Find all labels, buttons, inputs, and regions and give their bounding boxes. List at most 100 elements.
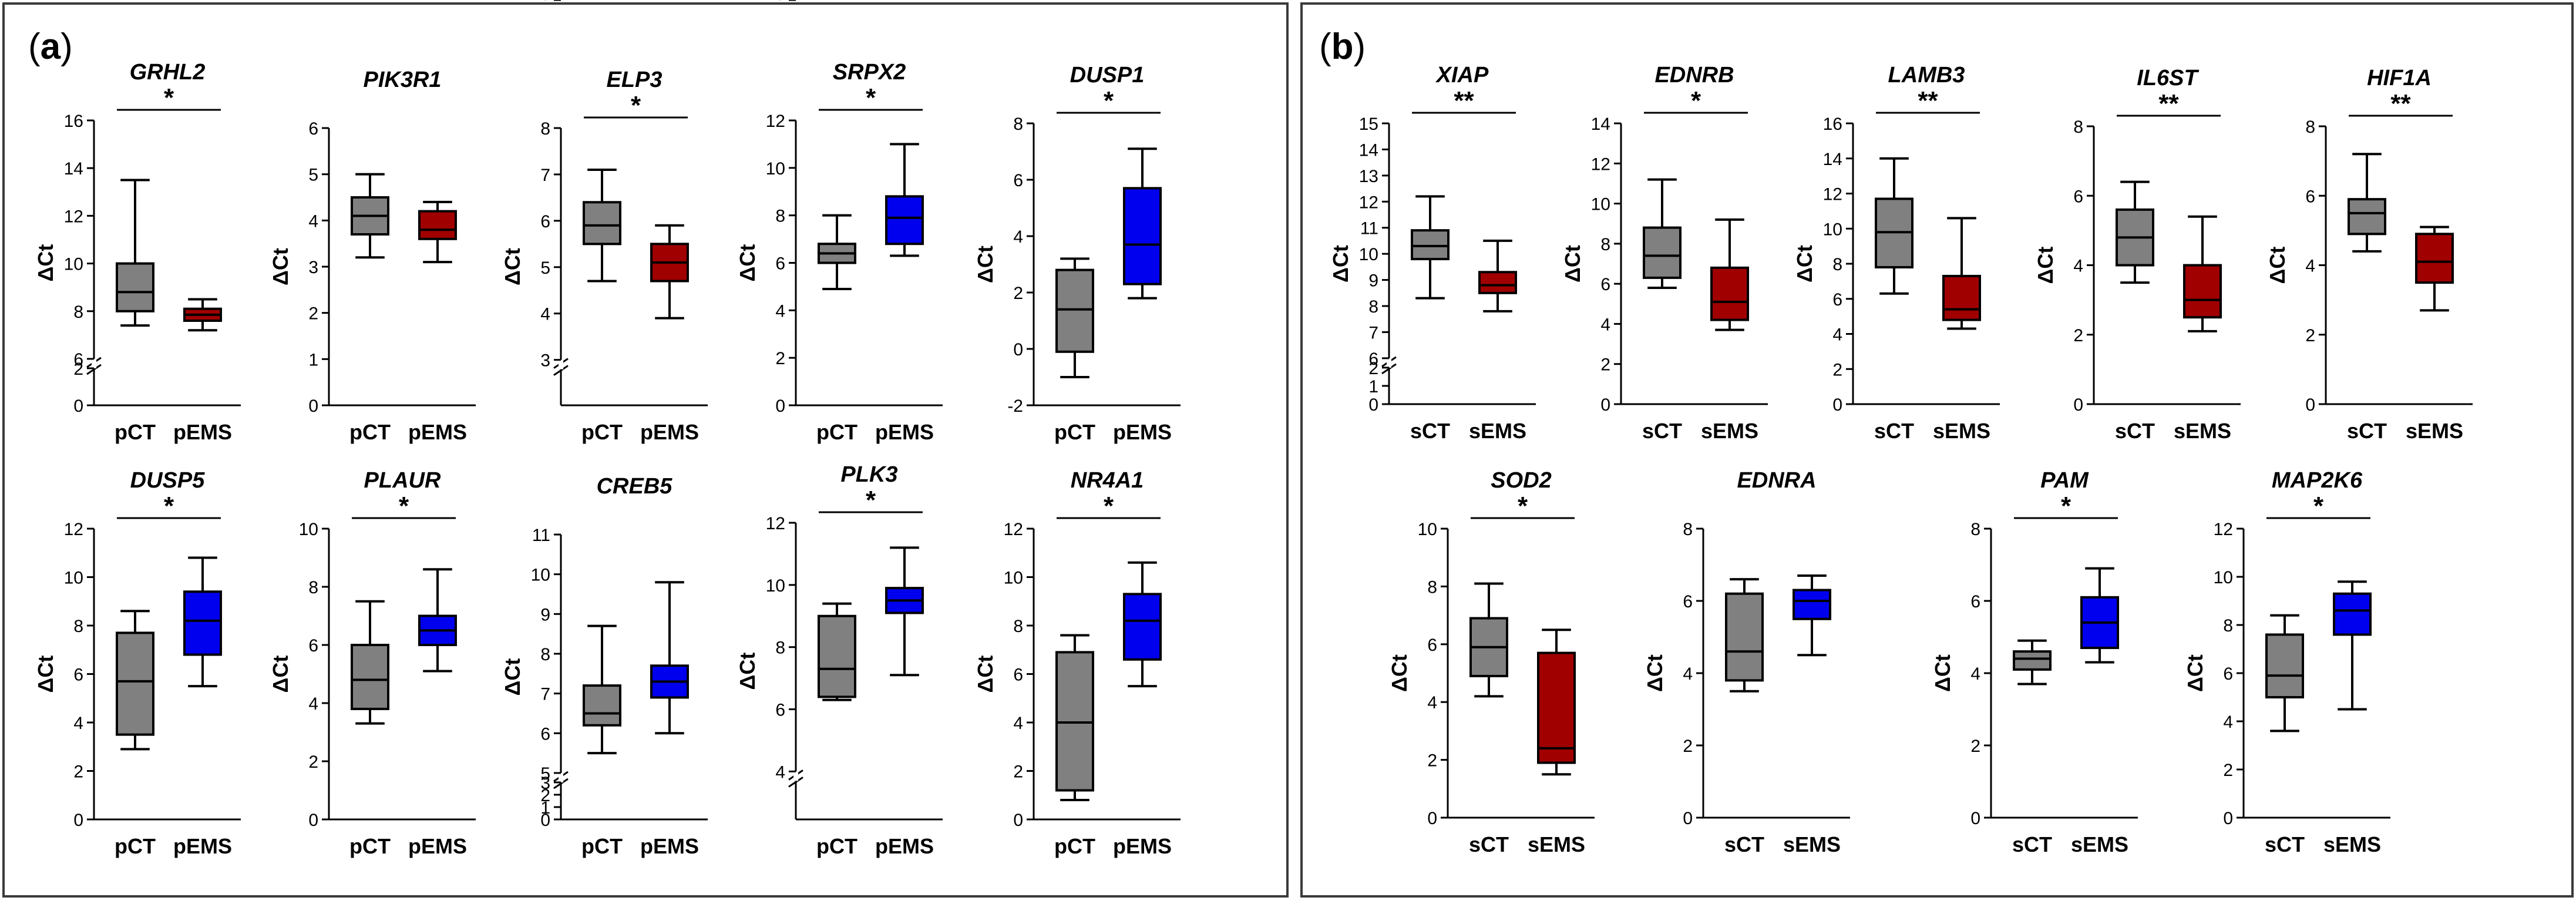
chart-ednrb: 0 2 4 6 8 10 12 14 ΔCt EDNRB sCT sEMS * [1561, 63, 1768, 443]
chart-title: EDNRA [1737, 468, 1816, 493]
chart-title: EDNRB [1654, 63, 1734, 88]
box-pct [351, 173, 389, 259]
y-tick-label: 1 [1368, 377, 1378, 396]
y-tick-label: 0 [1013, 340, 1023, 359]
y-tick-label: 8 [1600, 235, 1610, 254]
y-tick-label: 7 [540, 685, 550, 704]
y-tick-label: 10 [1823, 220, 1842, 239]
category-label: pCT [1054, 834, 1095, 858]
y-tick-label: 10 [1591, 195, 1610, 214]
y-axis-label: ΔCt [1643, 654, 1667, 692]
y-tick-label: 8 [1427, 577, 1437, 597]
y-tick-label: 10 [1418, 520, 1437, 539]
chart-lamb3: 0 2 4 6 8 10 12 14 16 ΔCt LAMB3 sCT sEMS ** [1793, 63, 2000, 443]
y-tick-label: 6 [1970, 592, 1980, 611]
y-tick-label: 6 [1368, 349, 1378, 369]
y-tick-label: 0 [73, 396, 83, 416]
y-tick-label: 0 [1832, 395, 1842, 415]
significance-label: * [1104, 492, 1114, 520]
significance-label: * [866, 486, 876, 515]
box-pct [116, 179, 154, 327]
y-tick-label: 8 [1832, 255, 1842, 274]
chart-ednra: 0 2 4 6 8 ΔCt EDNRA sCT sEMS [1643, 468, 1850, 856]
axis-break-gap [793, 771, 798, 781]
y-tick-label: 2 [540, 786, 550, 805]
significance-label: * [164, 83, 174, 112]
significance-label: ** [1918, 86, 1938, 115]
y-tick-label: 4 [2073, 257, 2083, 276]
y-tick-label: 8 [1683, 520, 1693, 539]
y-tick-label: 8 [1013, 115, 1023, 134]
box-body [885, 195, 924, 246]
chart-plaur: 0 2 4 6 8 10 ΔCt PLAUR pCT pEMS * [268, 468, 476, 858]
category-label: pCT [115, 834, 156, 858]
box-pems [650, 581, 689, 735]
box-body [1478, 271, 1517, 294]
chart-title: PLK3 [840, 462, 897, 487]
y-tick-label: 6 [540, 212, 550, 231]
category-label: pEMS [640, 420, 699, 444]
category-label: sCT [1642, 419, 1682, 443]
y-tick-label: 8 [540, 119, 550, 139]
category-label: sCT [2115, 419, 2155, 443]
y-tick-label: 13 [1359, 167, 1378, 186]
box-sems [2080, 567, 2119, 664]
y-tick-label: 8 [308, 578, 318, 597]
box-pems [1123, 561, 1162, 688]
category-label: pCT [1054, 420, 1095, 444]
y-axis-label: ΔCt [33, 244, 58, 282]
y-tick-label: 10 [299, 520, 318, 539]
category-label: sEMS [2071, 832, 2128, 856]
y-tick-label: 7 [1368, 323, 1378, 342]
significance-label: ** [1454, 86, 1474, 115]
chart-hif1a: 0 2 4 6 8 ΔCt HIF1A sCT sEMS ** [2265, 66, 2473, 443]
y-tick-label: 3 [308, 258, 318, 277]
y-tick-label: 6 [1683, 592, 1693, 611]
box-body [2013, 650, 2052, 671]
y-tick-label: 6 [775, 254, 785, 274]
y-tick-label: 15 [1359, 115, 1378, 134]
category-label: pCT [349, 834, 391, 858]
box-body [1123, 187, 1162, 285]
axis-break-gap [559, 772, 563, 782]
category-label: sEMS [2174, 419, 2231, 443]
y-tick-label: 4 [308, 211, 318, 231]
box-sems [1710, 218, 1749, 331]
y-tick-label: 4 [1600, 315, 1610, 334]
box-sems [2415, 226, 2454, 312]
y-tick-label: 8 [2223, 616, 2233, 636]
y-tick-label: 6 [1600, 275, 1610, 294]
y-tick-label: 4 [1683, 664, 1693, 684]
y-tick-label: 12 [1004, 520, 1023, 539]
y-tick-label: 6 [1013, 666, 1023, 685]
y-tick-label: 0 [73, 811, 83, 830]
box-sems [2333, 580, 2372, 711]
chart-dusp1: -2 0 2 4 6 8 ΔCt DUSP1 pCT pEMS * [973, 63, 1181, 444]
y-axis-label: ΔCt [1329, 245, 1353, 283]
y-tick-label: 0 [540, 811, 550, 830]
box-body [2265, 633, 2304, 699]
category-label: pEMS [875, 834, 934, 858]
box-body [2183, 264, 2222, 319]
y-tick-label: 2 [1013, 284, 1023, 303]
box-body [1411, 229, 1450, 261]
y-tick-label: 0 [1013, 811, 1023, 830]
chart-title: IL6ST [2137, 66, 2199, 90]
y-tick-label: 12 [2214, 520, 2233, 539]
chart-title: CREB5 [597, 474, 673, 499]
y-tick-label: 4 [308, 694, 318, 714]
box-body [1710, 266, 1749, 321]
y-tick-label: 1 [308, 350, 318, 369]
chart-title: ELP3 [606, 68, 662, 92]
y-tick-label: 8 [775, 207, 785, 226]
axis-break-gap [92, 358, 96, 368]
category-label: sEMS [2323, 832, 2381, 856]
y-tick-label: 4 [1013, 227, 1023, 247]
box-body [351, 644, 389, 710]
category-label: sCT [1724, 832, 1764, 856]
y-axis-label: ΔCt [735, 244, 759, 282]
y-axis-label: ΔCt [1931, 654, 1955, 692]
y-tick-label: 8 [540, 645, 550, 664]
y-tick-label: 6 [2073, 187, 2083, 206]
